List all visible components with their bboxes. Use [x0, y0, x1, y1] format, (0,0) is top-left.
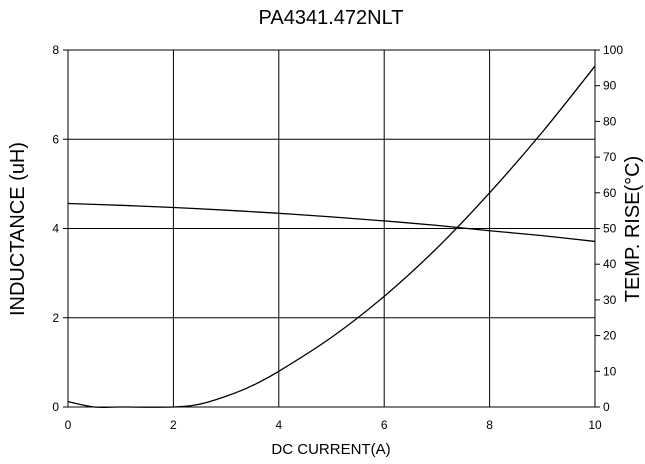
y2-tick-label: 80 [603, 114, 617, 128]
x-tick-label: 8 [486, 418, 493, 432]
chart-title: PA4341.472NLT [259, 7, 404, 29]
y2-tick-label: 0 [603, 400, 610, 414]
y2-tick-label: 90 [603, 79, 617, 93]
x-axis-title: DC CURRENT(A) [271, 441, 390, 458]
y2-tick-label: 40 [603, 257, 617, 271]
grid [68, 50, 595, 407]
x-tick-label: 4 [275, 418, 282, 432]
x-tick-label: 0 [65, 418, 72, 432]
y-tick-label: 2 [52, 311, 59, 325]
x-tick-label: 2 [170, 418, 177, 432]
y2-tick-label: 30 [603, 293, 617, 307]
y-tick-label: 4 [52, 222, 59, 236]
y2-tick-label: 70 [603, 150, 617, 164]
y-axis-title: INDUCTANCE (uH) [7, 142, 29, 316]
y-tick-label: 6 [52, 132, 59, 146]
y2-tick-label: 50 [603, 222, 617, 236]
y2-tick-label: 20 [603, 329, 617, 343]
inductance-curve [67, 202, 596, 243]
y2-tick-label: 10 [603, 364, 617, 378]
temp-rise-curve [67, 65, 596, 409]
y2-tick-label: 60 [603, 186, 617, 200]
y-tick-label: 0 [52, 400, 59, 414]
series-group [67, 65, 596, 409]
y2-tick-label: 100 [603, 43, 623, 57]
y-tick-label: 8 [52, 43, 59, 57]
y2-axis-title: TEMP. RISE(°C) [622, 156, 644, 303]
x-tick-label: 10 [588, 418, 602, 432]
x-tick-label: 6 [381, 418, 388, 432]
